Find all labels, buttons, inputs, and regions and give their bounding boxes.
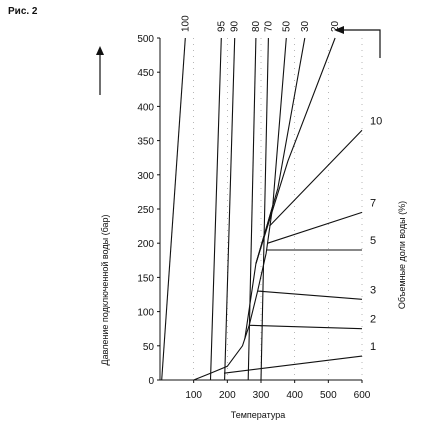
top-label-90: 90 bbox=[230, 20, 241, 32]
y-tick-label-10: 500 bbox=[137, 34, 154, 45]
top-series-labels: 100 95 90 80 70 50 30 20 bbox=[180, 15, 341, 32]
y-tick-label-5: 250 bbox=[137, 205, 154, 216]
right-label-7: 7 bbox=[370, 197, 376, 209]
y-tick-label-8: 400 bbox=[137, 102, 154, 113]
y-tick-label-9: 450 bbox=[137, 68, 154, 79]
top-direction-arrowhead bbox=[334, 26, 344, 34]
series-line-7 bbox=[267, 211, 363, 244]
y-tick-label-7: 350 bbox=[137, 137, 154, 148]
x-tick-label-4: 500 bbox=[320, 390, 337, 401]
right-label-1: 1 bbox=[370, 341, 376, 353]
y-direction-arrowhead bbox=[96, 46, 104, 55]
y-axis-title: Давление подключенной воды (бар) bbox=[100, 214, 110, 365]
right-series-labels: 10 7 5 3 2 1 bbox=[370, 115, 382, 353]
chart-lines bbox=[161, 37, 363, 381]
series-line-70 bbox=[260, 37, 269, 381]
series-line-90 bbox=[224, 37, 236, 381]
y-tick-label-0: 0 bbox=[148, 376, 154, 387]
series-line-1 bbox=[223, 355, 363, 374]
top-label-95: 95 bbox=[216, 20, 227, 32]
series-line-100 bbox=[161, 37, 186, 381]
series-line-2 bbox=[249, 324, 363, 330]
right-label-2: 2 bbox=[370, 314, 376, 326]
series-line-95 bbox=[209, 37, 222, 381]
right-label-3: 3 bbox=[370, 284, 376, 296]
y-tick-label-2: 100 bbox=[137, 308, 154, 319]
series-line-20 bbox=[255, 37, 336, 264]
x-tick-label-3: 400 bbox=[286, 390, 303, 401]
chart-ticks: 0 50 100 150 200 250 300 350 400 450 500 100 200 300 4… bbox=[137, 34, 370, 401]
x-tick-label-2: 300 bbox=[253, 390, 270, 401]
chart-grid bbox=[193, 38, 363, 380]
x-tick-label-1: 200 bbox=[219, 390, 236, 401]
chart-axes bbox=[159, 38, 362, 381]
top-direction-arrow bbox=[338, 29, 381, 58]
top-label-50: 50 bbox=[281, 20, 292, 32]
series-line-3 bbox=[257, 290, 363, 300]
y-tick-label-1: 50 bbox=[143, 342, 155, 353]
right-axis-title: Объемные доли воды (%) bbox=[397, 201, 407, 309]
series-line-10 bbox=[269, 129, 363, 227]
top-label-20: 20 bbox=[330, 20, 341, 32]
y-tick-label-6: 300 bbox=[137, 171, 154, 182]
top-label-100: 100 bbox=[180, 15, 191, 32]
x-axis-title: Температура bbox=[231, 410, 286, 420]
series-line-boundary bbox=[193, 205, 274, 381]
top-label-80: 80 bbox=[251, 20, 262, 32]
right-label-10: 10 bbox=[370, 115, 382, 127]
x-tick-label-0: 100 bbox=[185, 390, 202, 401]
y-tick-label-4: 200 bbox=[137, 239, 154, 250]
figure-label: Рис. 2 bbox=[8, 6, 38, 17]
top-label-70: 70 bbox=[263, 20, 274, 32]
top-label-30: 30 bbox=[300, 20, 311, 32]
x-tick-label-5: 600 bbox=[354, 390, 371, 401]
right-label-5: 5 bbox=[370, 235, 376, 247]
y-tick-label-3: 150 bbox=[137, 273, 154, 284]
series-line-30 bbox=[255, 37, 306, 264]
series-line-80 bbox=[247, 37, 257, 381]
